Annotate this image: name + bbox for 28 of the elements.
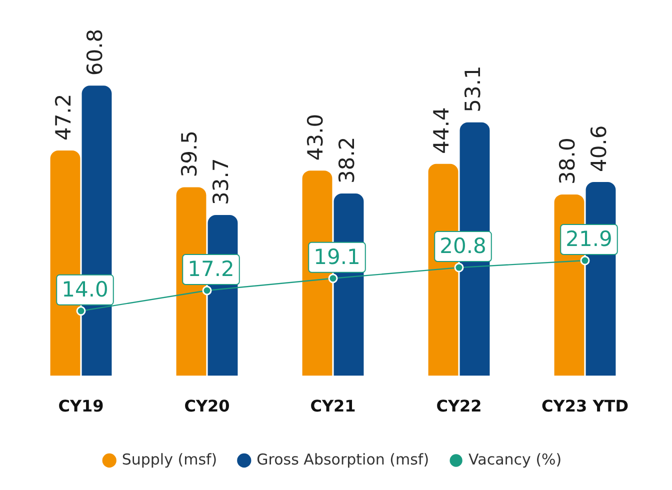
data-label: 17.2 (188, 256, 234, 281)
data-label: 33.7 (209, 158, 234, 205)
point (76, 306, 86, 316)
data-label: 21.9 (566, 226, 612, 251)
x-tick-label: CY19 (58, 396, 104, 416)
data-label: 43.0 (304, 114, 328, 161)
data-label: 14.0 (62, 277, 108, 302)
point (202, 286, 212, 296)
legend-label: Gross Absorption (msf) (256, 450, 430, 468)
data-label: 38.2 (335, 136, 360, 184)
point (454, 262, 464, 272)
legend-label: Vacancy (%) (468, 450, 562, 468)
x-tick-label: CY23 YTD (542, 396, 628, 416)
data-label: 38.0 (556, 138, 580, 184)
data-label: 53.1 (461, 66, 486, 112)
x-tick-label: CY22 (436, 396, 482, 416)
x-tick-label: CY21 (310, 396, 356, 416)
data-label: 19.1 (314, 244, 360, 269)
data-label: 47.2 (52, 94, 76, 141)
data-label: 20.8 (440, 234, 486, 258)
data-label: 44.4 (430, 107, 454, 154)
point (580, 256, 590, 266)
legend-label: Supply (msf) (122, 450, 218, 468)
data-label: 39.5 (178, 130, 202, 178)
point (328, 274, 338, 284)
x-tick-label: CY20 (184, 396, 230, 416)
data-label: 60.8 (83, 28, 108, 76)
data-label: 40.6 (587, 125, 612, 172)
